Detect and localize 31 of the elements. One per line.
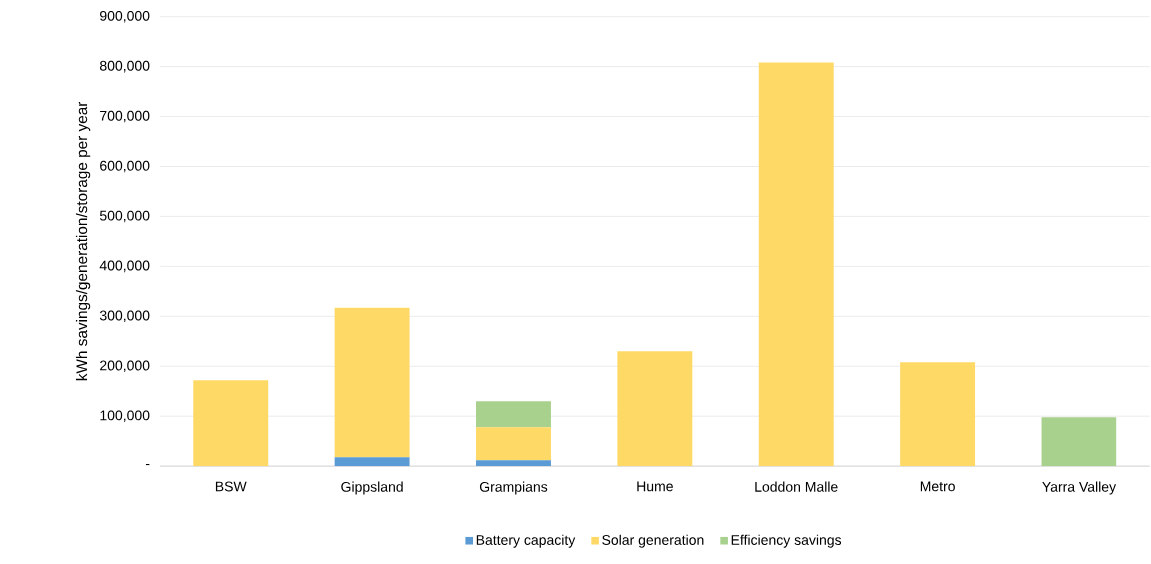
- x-tick-label: Gippsland: [341, 481, 403, 495]
- y-tick-label: 200,000: [100, 360, 150, 372]
- bar: [758, 62, 834, 467]
- bar: [334, 307, 410, 458]
- legend-label: Solar generation: [602, 534, 704, 548]
- legend-label: Efficiency savings: [731, 534, 842, 548]
- x-tick-label: Grampians: [479, 481, 548, 495]
- x-tick-label: Yarra Valley: [1042, 481, 1117, 495]
- y-tick-label: 900,000: [100, 10, 150, 23]
- y-tick-label: 500,000: [99, 210, 150, 223]
- y-axis-title: kWh savings/generation/storage per year: [75, 101, 91, 381]
- y-tick-label: 800,000: [99, 60, 150, 73]
- bar: [900, 362, 976, 467]
- y-tick-label: 700,000: [100, 110, 150, 123]
- x-tick-label: Hume: [637, 481, 673, 492]
- legend-label: Battery capacity: [476, 534, 576, 548]
- y-tick-label: 300,000: [99, 310, 150, 323]
- y-tick-label: -: [145, 463, 150, 466]
- y-tick-label: 400,000: [99, 260, 150, 273]
- bar: [476, 460, 551, 467]
- bar: [334, 457, 410, 467]
- y-tick-label: 100,000: [100, 410, 150, 422]
- bar: [476, 401, 551, 428]
- y-tick-label: 600,000: [100, 160, 150, 173]
- bar: [476, 427, 551, 461]
- bar: [193, 380, 269, 467]
- x-tick-label: BSW: [215, 481, 247, 492]
- x-tick-label: Loddon Malle: [755, 481, 838, 492]
- bar: [1041, 417, 1117, 467]
- bar: [617, 351, 693, 467]
- x-tick-label: Metro: [920, 481, 955, 492]
